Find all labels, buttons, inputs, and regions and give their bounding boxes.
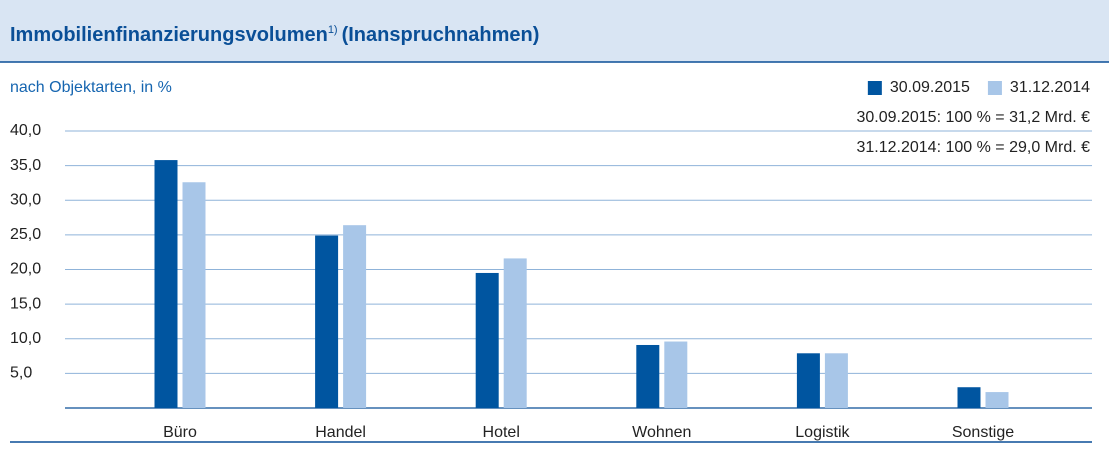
bar <box>503 258 527 408</box>
bar <box>182 182 206 408</box>
header-band <box>0 0 1109 62</box>
y-tick-label: 5,0 <box>10 365 32 382</box>
title-suffix: (Inanspruchnahmen) <box>342 24 540 46</box>
bar <box>315 235 339 408</box>
annotation: 31.12.2014: 100 % = 29,0 Mrd. € <box>857 139 1091 156</box>
bar <box>664 341 688 408</box>
bar <box>343 225 367 408</box>
legend-swatch <box>867 81 882 95</box>
x-tick-label: Handel <box>315 424 366 441</box>
chart-title: Immobilienfinanzierungsvolumen1) (Inanspr… <box>10 24 539 46</box>
bar <box>475 272 499 408</box>
x-tick-label: Büro <box>163 424 197 441</box>
subtitle: nach Objektarten, in % <box>10 79 172 96</box>
y-tick-label: 25,0 <box>10 226 41 243</box>
y-tick-label: 30,0 <box>10 191 41 208</box>
x-tick-label: Wohnen <box>632 424 691 441</box>
y-tick-label: 35,0 <box>10 157 41 174</box>
x-tick-label: Hotel <box>483 424 520 441</box>
legend-swatch <box>987 81 1002 95</box>
x-tick-label: Sonstige <box>952 424 1014 441</box>
y-tick-label: 10,0 <box>10 330 41 347</box>
bar <box>957 387 981 408</box>
legend-label: 31.12.2014 <box>1010 79 1090 96</box>
x-tick-label: Logistik <box>795 424 850 441</box>
y-tick-label: 15,0 <box>10 295 41 312</box>
bar <box>824 353 848 408</box>
y-tick-label: 40,0 <box>10 122 41 139</box>
title-note: 1) <box>328 24 338 36</box>
legend-label: 30.09.2015 <box>890 79 970 96</box>
bar <box>636 344 660 408</box>
bar <box>796 353 820 408</box>
bar <box>154 160 178 408</box>
y-tick-label: 20,0 <box>10 261 41 278</box>
title-main: Immobilienfinanzierungsvolumen <box>10 24 328 46</box>
bar <box>985 392 1009 408</box>
annotation: 30.09.2015: 100 % = 31,2 Mrd. € <box>857 109 1091 126</box>
